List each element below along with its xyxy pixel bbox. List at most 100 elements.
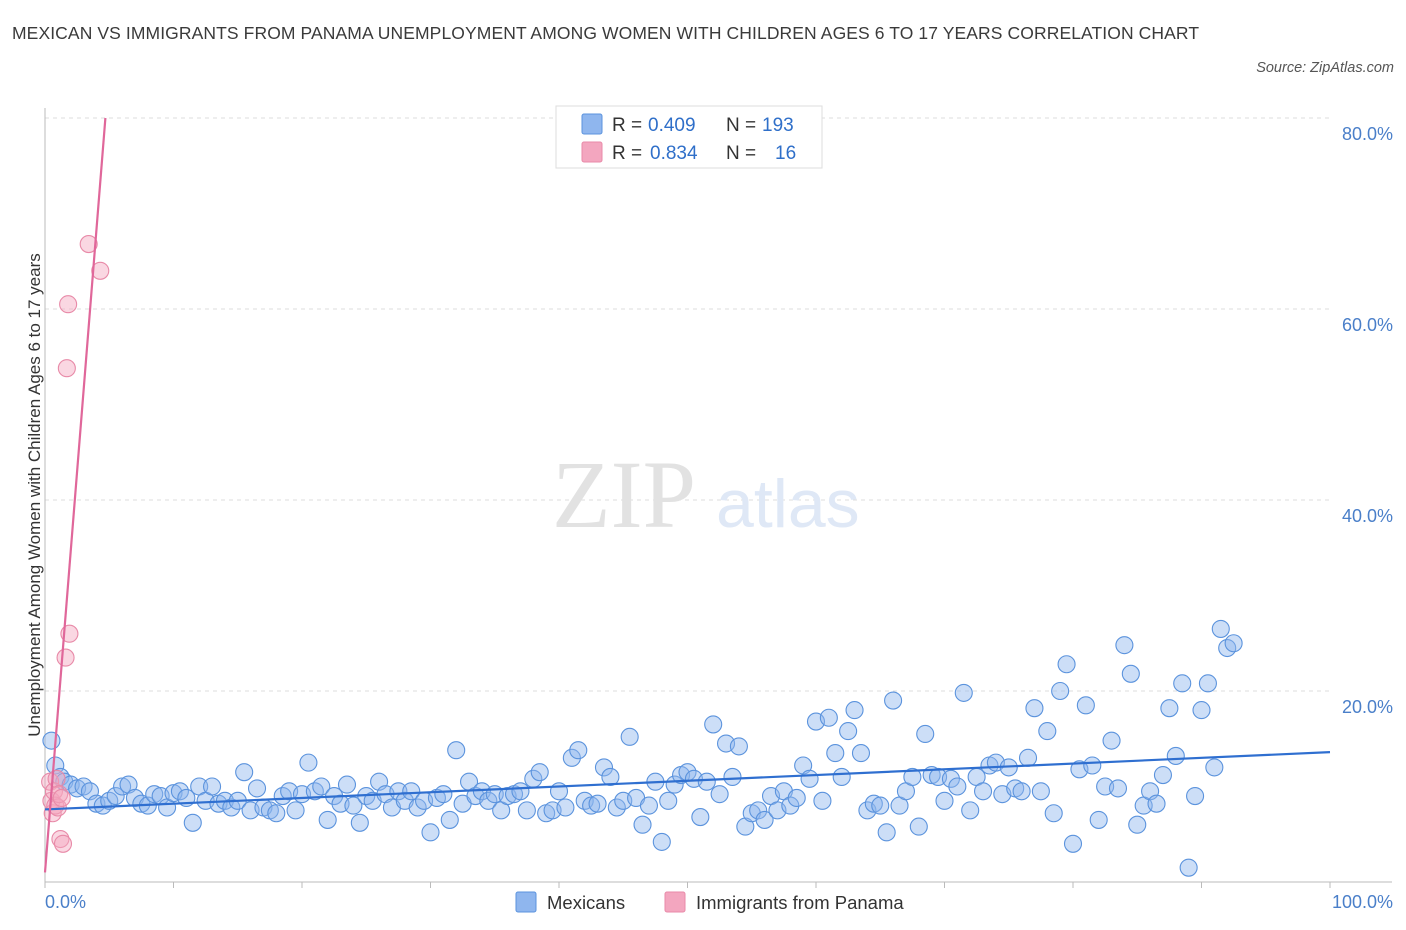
axes (44, 108, 1392, 888)
point-mexicans-126 (845, 701, 864, 720)
point-mexicans-127 (851, 744, 871, 763)
point-mexicans-94 (639, 796, 659, 815)
point-mexicans-83 (569, 741, 588, 760)
point-mexicans-136 (909, 817, 928, 836)
point-panama-9 (52, 788, 71, 808)
y-tick-label-0: 20.0% (1342, 697, 1393, 717)
point-mexicans-140 (935, 791, 954, 810)
point-panama-16 (91, 261, 110, 280)
point-panama-15 (79, 235, 98, 254)
legend-n-label-mexicans: N = (726, 115, 756, 136)
point-mexicans-146 (973, 782, 993, 801)
point-mexicans-111 (749, 801, 768, 820)
point-mexicans-87 (594, 758, 614, 777)
y-axis-label: Unemployment Among Women with Children A… (25, 253, 44, 737)
point-mexicans-64 (447, 741, 466, 760)
point-mexicans-173 (1147, 794, 1166, 813)
point-mexicans-93 (633, 815, 652, 834)
point-mexicans-163 (1083, 756, 1102, 775)
point-panama-11 (56, 648, 75, 667)
point-mexicans-132 (884, 691, 903, 710)
point-mexicans-180 (1192, 701, 1211, 720)
point-mexicans-130 (871, 796, 890, 815)
point-mexicans-123 (826, 744, 845, 763)
point-mexicans-125 (839, 722, 858, 741)
point-mexicans-166 (1102, 731, 1121, 750)
point-mexicans-33 (247, 779, 267, 798)
legend-n-value-mexicans: 193 (762, 115, 794, 136)
point-mexicans-159 (1057, 655, 1076, 674)
point-mexicans-41 (299, 753, 318, 772)
legend-r-value-panama: 0.834 (650, 143, 698, 164)
point-mexicans-26 (203, 777, 222, 796)
point-panama-8 (51, 829, 70, 849)
point-mexicans-31 (235, 763, 254, 782)
point-mexicans-181 (1198, 674, 1217, 693)
point-mexicans-21 (170, 782, 189, 801)
point-mexicans-131 (877, 823, 896, 842)
point-mexicans-102 (691, 808, 710, 827)
point-mexicans-105 (710, 785, 729, 804)
point-mexicans-47 (337, 775, 357, 794)
point-mexicans-152 (1012, 782, 1031, 801)
point-mexicans-116 (781, 796, 800, 815)
point-mexicans-60 (421, 823, 440, 842)
point-mexicans-168 (1115, 636, 1134, 655)
bottom-legend-label-panama: Immigrants from Panama (696, 892, 904, 913)
trend-line-panama (43, 117, 107, 873)
point-mexicans-44 (318, 810, 337, 829)
legend-n-label-panama: N = (726, 143, 756, 164)
point-mexicans-96 (652, 832, 671, 851)
point-mexicans-75 (517, 801, 536, 820)
point-mexicans-185 (1224, 634, 1243, 653)
point-mexicans-11 (106, 786, 125, 806)
point-mexicans-124 (832, 767, 851, 787)
point-mexicans-82 (562, 748, 581, 767)
point-mexicans-153 (1018, 748, 1038, 767)
legend-n-value-panama: 16 (775, 143, 796, 164)
point-panama-5 (47, 769, 66, 788)
point-mexicans-176 (1166, 746, 1185, 765)
point-mexicans-55 (389, 782, 408, 801)
point-mexicans-155 (1031, 782, 1050, 801)
trend-line-mexicans (44, 751, 1331, 811)
point-mexicans-164 (1089, 810, 1108, 829)
point-mexicans-17 (145, 785, 164, 804)
point-mexicans-182 (1205, 758, 1224, 777)
point-mexicans-29 (222, 798, 241, 817)
point-mexicans-12 (113, 777, 132, 796)
point-mexicans-156 (1038, 722, 1057, 741)
point-mexicans-169 (1121, 664, 1140, 683)
point-mexicans-141 (941, 769, 960, 788)
series-legend: Mexicans Immigrants from Panama (515, 891, 904, 913)
chart-source: Source: ZipAtlas.com (1256, 60, 1394, 76)
y-tick-label-1: 40.0% (1342, 506, 1393, 526)
point-mexicans-104 (704, 715, 723, 734)
point-mexicans-178 (1179, 858, 1198, 877)
y-tick-labels: 20.0% 40.0% 60.0% 80.0% (1342, 124, 1393, 717)
point-mexicans-144 (961, 801, 980, 820)
point-mexicans-57 (402, 782, 421, 801)
point-mexicans-154 (1025, 699, 1044, 718)
point-panama-13 (57, 359, 76, 378)
point-mexicans-183 (1211, 619, 1230, 638)
x-tick-label-min: 0.0% (45, 892, 86, 912)
watermark: ZIP atlas (552, 441, 860, 548)
point-mexicans-81 (556, 798, 575, 817)
x-tick-labels: 0.0% 100.0% (45, 892, 1393, 912)
point-mexicans-142 (948, 777, 967, 796)
point-mexicans-143 (954, 683, 973, 702)
point-mexicans-135 (903, 767, 922, 787)
grid-lines (45, 117, 1330, 692)
chart-title: MEXICAN VS IMMIGRANTS FROM PANAMA UNEMPL… (12, 23, 1200, 43)
series-mexicans (42, 619, 1243, 877)
point-mexicans-63 (440, 810, 459, 829)
point-mexicans-167 (1108, 779, 1128, 798)
point-mexicans-36 (267, 804, 286, 823)
trend-lines (43, 117, 1331, 873)
point-mexicans-108 (729, 737, 748, 756)
point-mexicans-121 (813, 791, 832, 810)
point-mexicans-177 (1173, 674, 1192, 693)
point-mexicans-129 (864, 794, 883, 813)
point-mexicans-74 (511, 782, 530, 801)
